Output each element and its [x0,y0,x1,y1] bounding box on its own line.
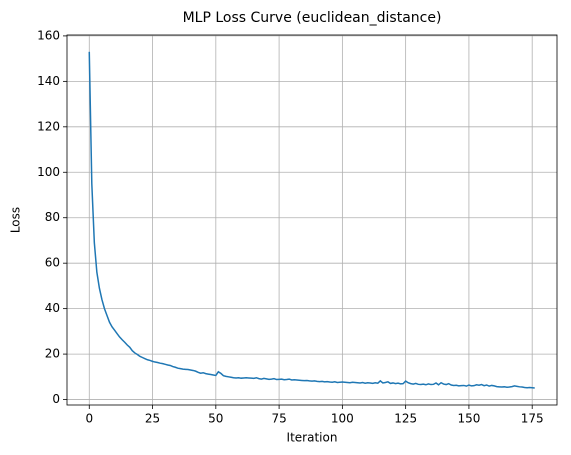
y-tick-label: 0 [52,392,60,406]
chart-title: MLP Loss Curve (euclidean_distance) [183,10,442,26]
y-tick-label: 80 [45,210,60,224]
y-tick-label: 20 [45,347,60,361]
x-tick-label: 50 [208,412,223,426]
line [88,51,535,389]
y-tick-label: 140 [37,74,60,88]
y-tick-label: 40 [45,301,60,315]
y-tick-label: 100 [37,165,60,179]
y-tick-label: 120 [37,119,60,133]
x-tick-label: 0 [85,412,93,426]
y-tick-label: 160 [37,28,60,42]
x-tick-label: 25 [145,412,160,426]
y-tick-label: 60 [45,256,60,270]
x-tick-label: 75 [271,412,286,426]
x-tick-label: 150 [457,412,480,426]
plot-frame [66,34,558,406]
x-tick-label: 100 [331,412,354,426]
x-tick-label: 125 [394,412,417,426]
x-tick-label: 175 [521,412,544,426]
x-axis-label: Iteration [287,431,338,445]
y-axis-label: Loss [9,207,23,233]
